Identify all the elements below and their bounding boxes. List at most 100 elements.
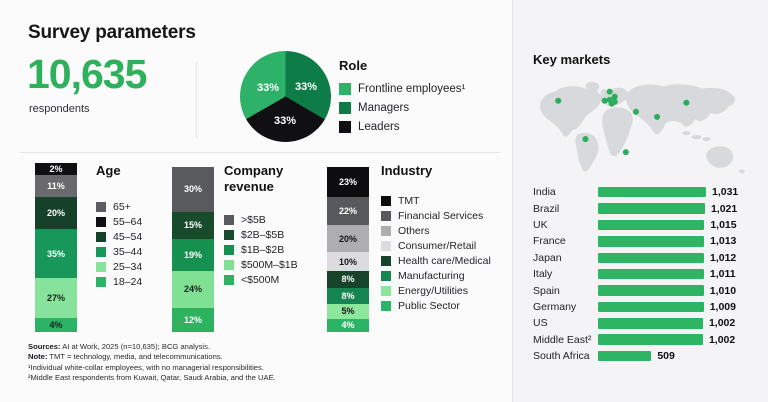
legend-label: Energy/Utilities (398, 284, 469, 297)
key-market-row: Spain 1,010 (533, 282, 763, 298)
role-legend-title: Role (339, 58, 368, 73)
key-market-bar (598, 285, 704, 296)
key-market-value: 1,031 (712, 186, 739, 199)
key-market-row: UK 1,015 (533, 217, 763, 233)
market-dot-poland (611, 93, 618, 100)
market-dot-france (601, 97, 608, 104)
legend-item: 18–24 (96, 274, 142, 289)
legend-label: 25–34 (113, 260, 143, 273)
legend-item: $2B–$5B (224, 227, 298, 242)
key-market-bar (598, 334, 703, 345)
continent-south-america (575, 132, 599, 172)
key-market-label: Spain (533, 284, 560, 297)
legend-label: Public Sector (398, 299, 460, 312)
footnote-2: ²Middle East respondents from Kuwait, Qa… (28, 372, 276, 382)
legend-label: >$5B (241, 213, 266, 226)
market-dot-south-africa (622, 149, 629, 156)
bar-segment-age: 35% (35, 229, 77, 278)
island-sumatra (682, 131, 691, 136)
footnote-sources: Sources: AI at Work, 2025 (n=10,635); BC… (28, 342, 210, 351)
legend-label: Consumer/Retail (398, 239, 477, 252)
legend-item: 55–64 (96, 214, 142, 229)
page-title: Survey parameters (28, 22, 196, 43)
legend-item: Others (381, 223, 491, 238)
market-dot-japan (683, 99, 690, 106)
legend-label: $1B–$2B (241, 243, 285, 256)
key-market-bar (598, 301, 704, 313)
key-market-value: 1,015 (710, 218, 737, 231)
legend-item: Energy/Utilities (381, 283, 491, 298)
legend-item: Financial Services (381, 208, 491, 223)
key-market-label: Middle East² (533, 333, 592, 346)
key-market-label: US (533, 317, 548, 330)
bar-segment-company_revenue: 19% (172, 238, 214, 271)
footnote-1: ¹Individual white-collar employees, with… (28, 362, 264, 372)
legend-label: Leaders (358, 120, 400, 133)
key-market-row: South Africa 509 (533, 348, 763, 364)
legend-item: 65+ (96, 199, 142, 214)
bar-segment-industry: 20% (327, 225, 369, 253)
continent-greenland (585, 81, 600, 91)
legend-label: $500M–$1B (241, 258, 298, 271)
key-market-value: 1,010 (709, 284, 737, 297)
industry-legend: TMT Financial Services Others Consumer/Reta… (381, 193, 491, 313)
legend-item: Manufacturing (381, 268, 491, 283)
footnote-note: Note: TMT = technology, media, and telec… (28, 352, 223, 362)
respondent-count-label: respondents (29, 103, 90, 115)
legend-label: 35–44 (113, 245, 143, 258)
key-market-label: India (533, 186, 556, 199)
legend-item: TMT (381, 193, 491, 208)
age-title: Age (96, 163, 121, 178)
key-market-row: Middle East² 1,002 (533, 332, 763, 348)
legend-swatch (381, 270, 391, 281)
bar-segment-age: 11% (35, 175, 77, 198)
key-market-label: Japan (533, 251, 562, 264)
key-market-bar (598, 318, 703, 329)
key-market-bar (598, 203, 705, 214)
bar-segment-industry: 8% (327, 287, 369, 305)
bar-segment-industry: 8% (327, 270, 369, 288)
legend-swatch (381, 225, 391, 236)
legend-item: <$500M (224, 272, 298, 287)
bar-segment-age: 27% (35, 277, 77, 318)
key-market-value: 1,021 (710, 202, 738, 215)
legend-item: 35–44 (96, 244, 142, 259)
island-indonesia (691, 135, 702, 140)
key-market-row: Japan 1,012 (533, 250, 763, 266)
island-new-guinea (702, 137, 711, 142)
key-market-bar (598, 252, 704, 263)
key-market-bar (598, 268, 704, 280)
legend-item: Health care/Medical (381, 253, 491, 268)
market-dot-brazil (582, 136, 589, 143)
footnotes: Sources: AI at Work, 2025 (n=10,635); BC… (28, 342, 276, 383)
legend-label: Managers (358, 101, 410, 114)
legend-item: Leaders (339, 117, 465, 136)
legend-swatch (339, 120, 351, 133)
bar-segment-company_revenue: 15% (172, 211, 214, 239)
pie-slice-label-frontline: 33% (256, 82, 280, 94)
market-dots (555, 88, 690, 156)
bar-segment-industry: 22% (327, 196, 369, 226)
legend-item: >$5B (224, 212, 298, 227)
bar-segment-age: 4% (35, 317, 77, 332)
company-revenue-title: Company revenue (224, 163, 284, 194)
bar-segment-industry: 23% (327, 167, 369, 197)
pie-slice-label-managers: 33% (294, 81, 318, 93)
island-japan (688, 94, 695, 106)
legend-label: <$500M (241, 273, 280, 286)
key-markets-title: Key markets (533, 52, 611, 67)
world-map (539, 81, 745, 174)
legend-label: 18–24 (113, 275, 143, 288)
key-market-value: 1,012 (710, 251, 737, 264)
market-dot-spain (608, 100, 615, 107)
continent-north-america (539, 86, 604, 137)
key-market-bar (598, 236, 705, 247)
island-uk (600, 89, 607, 96)
bar-segment-age: 2% (35, 163, 77, 176)
legend-item: 25–34 (96, 259, 142, 274)
legend-swatch (339, 101, 351, 114)
legend-label: $2B–$5B (241, 228, 285, 241)
key-market-label: Brazil (533, 202, 560, 215)
legend-item: 45–54 (96, 229, 142, 244)
